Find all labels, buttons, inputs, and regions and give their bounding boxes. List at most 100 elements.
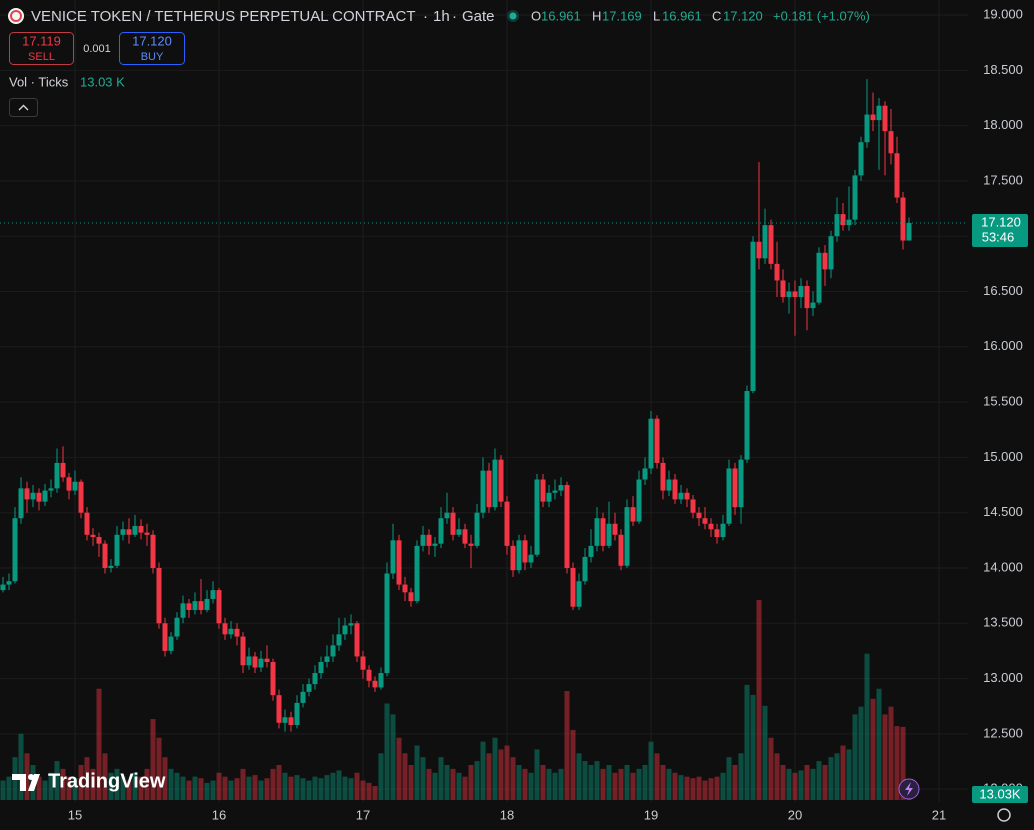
candle-body [888, 131, 894, 154]
candle-body [852, 175, 858, 220]
buy-button[interactable] [119, 32, 185, 65]
y-tick-label: 17.500 [983, 172, 1023, 187]
candle-body [636, 479, 642, 522]
candle-body [570, 567, 576, 607]
volume-bar [690, 778, 696, 800]
candle-body [252, 656, 258, 668]
candle-body [780, 280, 786, 298]
volume-bar [354, 772, 360, 800]
volume-bar [486, 753, 492, 800]
separator: · [423, 8, 428, 25]
volume-bar [42, 780, 48, 800]
grid [0, 0, 968, 802]
volume-bar [372, 785, 378, 800]
volume-bar [96, 688, 102, 800]
candle-body [834, 214, 840, 237]
candle-body [474, 512, 480, 546]
volume-bar [864, 653, 870, 800]
volume-bar [858, 706, 864, 800]
volume-bar [156, 737, 162, 800]
volume-bar [246, 776, 252, 800]
volume-bar [174, 772, 180, 800]
candle-body [822, 252, 828, 270]
candle-body [78, 481, 84, 513]
volume-bar [84, 757, 90, 800]
last-price-badge [972, 213, 1028, 247]
candle-body [240, 636, 246, 666]
volume-bar [384, 703, 390, 800]
volume-bar [102, 753, 108, 800]
volume-bar [540, 764, 546, 800]
volume-bar [738, 753, 744, 800]
buy-price: 17.120 [132, 33, 172, 48]
volume-bar [516, 764, 522, 800]
settings-icon[interactable] [997, 808, 1011, 822]
candle-body [630, 507, 636, 522]
candle-body [552, 490, 558, 493]
x-tick-label: 21 [932, 807, 946, 822]
candle-body [870, 114, 876, 121]
volume-bar [834, 753, 840, 800]
volume-bar [366, 782, 372, 800]
volume-bar [684, 776, 690, 800]
candle-body [126, 529, 132, 535]
candle-body [150, 534, 156, 568]
volume-bar [210, 780, 216, 800]
candle-body [792, 291, 798, 298]
volume-bar [828, 757, 834, 800]
x-tick-label: 18 [500, 807, 514, 822]
volume-bar [888, 706, 894, 800]
separator: · [452, 8, 457, 25]
candle-body [648, 418, 654, 469]
candle-body [864, 114, 870, 143]
candle-body [174, 617, 180, 637]
volume-bar [348, 778, 354, 800]
candle-body [138, 525, 144, 533]
volume-bar [450, 768, 456, 800]
candle-body [96, 537, 102, 544]
interval[interactable]: 1h [433, 8, 450, 25]
ohlc-label: H [592, 8, 601, 23]
volume-bar [612, 772, 618, 800]
candle-body [324, 656, 330, 662]
volume-bar [642, 764, 648, 800]
candle-body [546, 492, 552, 502]
y-tick-label: 18.000 [983, 117, 1023, 132]
x-tick-label: 15 [68, 807, 82, 822]
candle-body [210, 590, 216, 599]
candle-body [342, 625, 348, 635]
volume-bar [672, 772, 678, 800]
candle-body [72, 481, 78, 491]
candle-body [564, 485, 570, 568]
symbol-name[interactable]: VENICE TOKEN / TETHERUS PERPETUAL CONTRA… [31, 8, 416, 25]
candle-body [216, 590, 222, 624]
candle-body [420, 534, 426, 546]
volume-bar [150, 719, 156, 800]
candle-body [516, 540, 522, 571]
volume-bar [768, 737, 774, 800]
ohlc-label: O [531, 8, 541, 23]
candle-body [54, 462, 60, 489]
volume-bar [852, 714, 858, 800]
candle-body [282, 717, 288, 723]
candle-body [600, 518, 606, 546]
candle-body [30, 492, 36, 500]
volume-bar [894, 726, 900, 800]
y-tick-label: 18.500 [983, 62, 1023, 77]
candle-body [48, 488, 54, 491]
sell-button[interactable] [9, 32, 74, 65]
candle-body [750, 241, 756, 392]
volume-bar [570, 729, 576, 800]
candle-body [162, 623, 168, 651]
collapse-button[interactable] [9, 98, 38, 117]
volume-bar [132, 772, 138, 800]
countdown: 53:46 [982, 229, 1015, 244]
volume-bar [876, 688, 882, 800]
volume-bar [630, 772, 636, 800]
volume-bar [678, 775, 684, 800]
candle-body [66, 477, 72, 491]
candle-body [804, 285, 810, 309]
candle-body [426, 534, 432, 546]
candle-body [294, 702, 300, 726]
volume-bar [276, 764, 282, 800]
